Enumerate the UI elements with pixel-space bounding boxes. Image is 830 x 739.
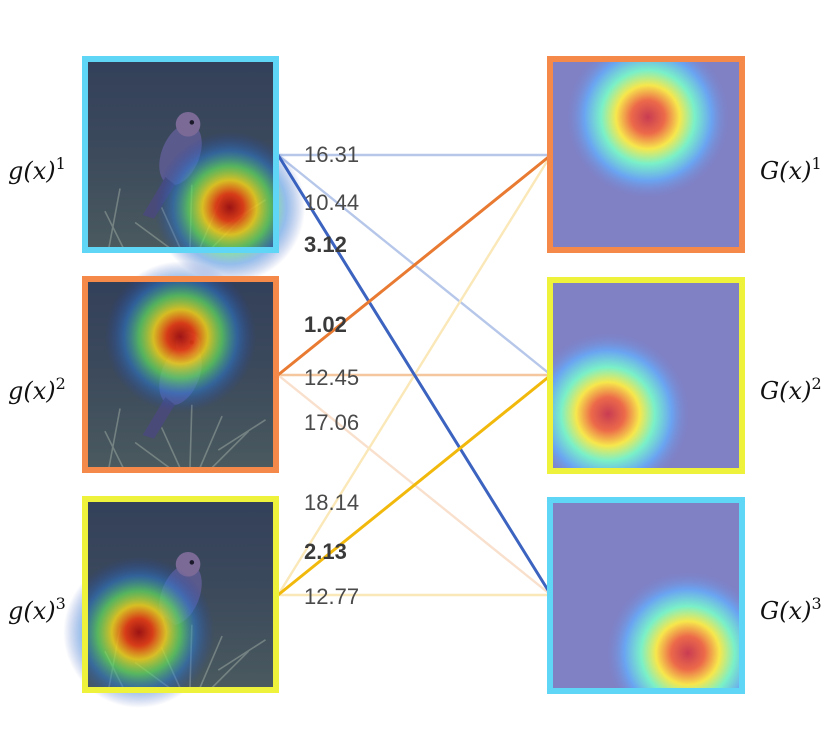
bird-head <box>175 111 201 137</box>
gaussian-panel-G3 <box>547 497 745 694</box>
gaussian-blob <box>551 330 692 471</box>
weights-layer: 16.31 10.44 3.12 1.02 12.45 17.06 18.14 2.13 12.… <box>304 142 359 609</box>
gaussian-blob <box>604 569 741 691</box>
edge-g2-G1 <box>276 153 553 377</box>
label-g3: g(x)3 <box>8 594 66 625</box>
panel-frame <box>547 56 745 253</box>
label-g1: g(x)1 <box>8 154 66 185</box>
edge-weight-g1-G2: 10.44 <box>304 190 359 215</box>
gaussian-panel-G2 <box>547 277 745 474</box>
edge-g3-G2 <box>276 373 553 597</box>
edge-g1-G3 <box>276 153 553 597</box>
label-G1: G(x)1 <box>760 154 822 185</box>
attention-panel-g2 <box>82 261 279 473</box>
attention-panel-g3 <box>63 496 279 708</box>
label-G2: G(x)2 <box>760 374 822 405</box>
gaussian-blob <box>564 60 732 201</box>
edge-weight-g2-G1: 1.02 <box>304 312 347 337</box>
label-G3: G(x)3 <box>760 594 822 625</box>
edge-weight-g2-G3: 17.06 <box>304 410 359 435</box>
panel-frame <box>82 496 279 693</box>
panel-frame <box>547 277 745 474</box>
panel-frame <box>547 497 745 694</box>
labels-layer: g(x)1 g(x)2 g(x)3 G(x)1 G(x)2 G(x)3 <box>8 154 822 625</box>
edge-weight-g1-G3: 3.12 <box>304 232 347 257</box>
plant-shape <box>104 404 266 470</box>
panel-frame <box>82 56 279 253</box>
heatmap-blob <box>63 556 215 708</box>
label-g2: g(x)2 <box>8 374 66 405</box>
edge-weight-g2-G2: 12.45 <box>304 365 359 390</box>
heatmap-blob <box>154 131 306 284</box>
panel-frame <box>82 276 279 473</box>
edge-weight-g1-G1: 16.31 <box>304 142 359 167</box>
gaussian-panel-G1 <box>547 56 745 253</box>
panels-layer <box>63 56 745 708</box>
attention-panel-g1 <box>82 56 306 284</box>
heatmap-blob <box>104 261 257 413</box>
edge-weight-g3-G2: 2.13 <box>304 539 347 564</box>
edges-layer <box>276 153 553 597</box>
edge-weight-g3-G3: 12.77 <box>304 584 359 609</box>
edge-weight-g3-G1: 18.14 <box>304 490 359 515</box>
